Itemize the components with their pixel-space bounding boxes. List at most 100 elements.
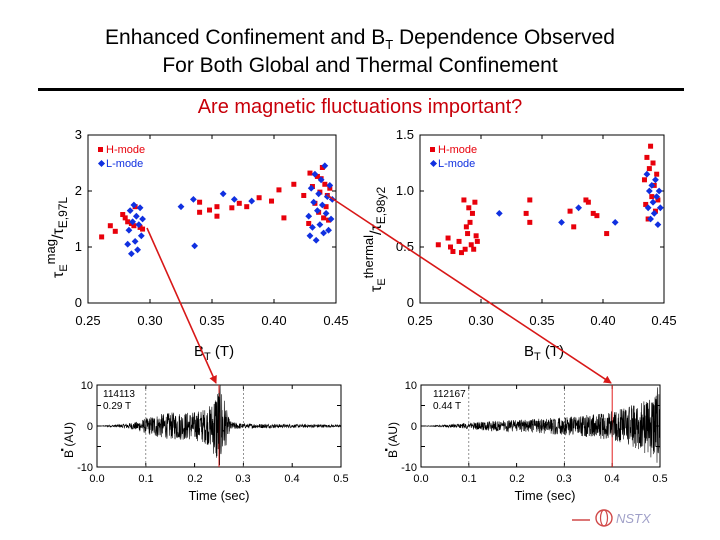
- data-point: [140, 226, 146, 232]
- data-point: [644, 204, 652, 212]
- data-point: [219, 190, 227, 198]
- bdot-signal-line: [421, 387, 661, 463]
- data-point: [214, 213, 220, 219]
- y-tick-label: -10: [77, 462, 93, 474]
- slide-subtitle: Are magnetic fluctuations important?: [197, 96, 523, 118]
- data-point: [306, 220, 312, 226]
- data-point: [99, 234, 105, 240]
- legend-label-hmode: H-mode: [106, 144, 145, 156]
- data-point: [604, 231, 610, 237]
- x-tick-label: 0.30: [468, 313, 493, 328]
- data-point: [122, 215, 128, 221]
- data-point: [643, 201, 649, 207]
- data-point: [326, 217, 332, 223]
- x-tick-label: 0.4: [604, 473, 619, 485]
- link-arrow-right: [326, 194, 612, 384]
- y-axis-label: τEmag/τE,97L: [43, 197, 70, 278]
- nstx-logo: NSTX: [572, 509, 652, 527]
- data-point: [458, 250, 464, 256]
- y-tick-labels: 10 0 -10: [77, 380, 93, 474]
- y-axis-label: B (AU): [62, 422, 76, 458]
- data-point: [307, 184, 315, 192]
- data-point: [655, 187, 663, 195]
- y-tick-labels: 0 0.5 1.0 1.5: [396, 127, 414, 310]
- data-point: [214, 204, 220, 210]
- legend-label-lmode: L-mode: [438, 158, 475, 170]
- data-point: [307, 170, 313, 176]
- logo-ring-icon: [595, 509, 613, 527]
- y-tick-label: 0: [75, 295, 82, 310]
- data-point: [474, 238, 480, 244]
- data-point: [314, 207, 321, 214]
- y-tick-label: 1.0: [396, 183, 414, 198]
- data-point: [465, 231, 471, 237]
- x-tick-label: 0.25: [407, 313, 432, 328]
- shot-field: 0.29 T: [103, 401, 131, 412]
- data-point: [177, 203, 185, 211]
- data-point: [269, 198, 275, 204]
- data-point: [125, 219, 131, 225]
- y-tick-label: 0: [407, 295, 414, 310]
- data-point: [590, 210, 596, 216]
- data-point: [523, 210, 529, 216]
- x-tick-labels: 0.0 0.1 0.2 0.3 0.4 0.5: [413, 473, 667, 485]
- data-point: [644, 154, 650, 160]
- title-divider: [38, 88, 684, 91]
- y-tick-label: 10: [81, 380, 93, 392]
- y-tick-label: 2: [75, 183, 82, 198]
- y-tick-label: 0: [87, 421, 93, 433]
- data-point: [139, 215, 146, 223]
- data-point: [575, 204, 582, 212]
- data-point: [472, 199, 478, 205]
- data-point: [323, 193, 331, 200]
- data-point: [585, 199, 591, 205]
- bdot-trace-114113: 0.0 0.1 0.2 0.3 0.4 0.5 10 0 -10 Time (s…: [60, 380, 349, 503]
- data-point: [130, 201, 138, 209]
- data-point: [567, 208, 573, 214]
- data-point: [317, 176, 325, 184]
- axis-ticks: [87, 134, 337, 304]
- data-point: [197, 209, 203, 215]
- series-lmode: [495, 170, 664, 228]
- data-point: [611, 218, 619, 226]
- data-point: [276, 187, 282, 193]
- data-point: [326, 182, 334, 189]
- x-tick-label: 0.3: [235, 473, 250, 485]
- x-tick-label: 0.5: [333, 473, 348, 485]
- data-point: [648, 143, 654, 149]
- series-hmode: [435, 143, 661, 256]
- data-point: [527, 219, 533, 225]
- data-point: [128, 250, 135, 258]
- data-point: [466, 205, 472, 211]
- y-tick-label: 1.5: [396, 127, 414, 142]
- data-point: [450, 248, 456, 254]
- x-tick-label: 0.2: [187, 473, 202, 485]
- data-point: [471, 246, 477, 252]
- data-point: [314, 173, 320, 179]
- x-tick-label: 0.1: [461, 473, 476, 485]
- x-tick-label: 0.35: [529, 313, 554, 328]
- shot-field: 0.44 T: [433, 401, 461, 412]
- data-point: [315, 190, 323, 198]
- thermal-confinement-scatter: 0.25 0.30 0.35 0.40 0.45 0 0.5 1.0 1.5 B…: [361, 127, 677, 363]
- legend-marker-hmode: [430, 147, 435, 152]
- shot-number: 114113: [103, 389, 135, 400]
- data-point: [558, 218, 565, 226]
- x-axis-label: Time (sec): [515, 488, 576, 503]
- data-point: [236, 200, 242, 206]
- data-point: [321, 162, 329, 170]
- data-point: [124, 240, 132, 248]
- data-point: [137, 232, 145, 240]
- data-point: [135, 221, 143, 228]
- data-point: [495, 210, 503, 217]
- x-tick-label: 0.0: [89, 473, 104, 485]
- data-point: [656, 204, 664, 212]
- x-tick-labels: 0.0 0.1 0.2 0.3 0.4 0.5: [89, 473, 348, 485]
- x-tick-label: 0.45: [651, 313, 676, 328]
- data-point: [325, 226, 332, 234]
- y-axis-label-dot: ·: [60, 442, 65, 459]
- x-tick-label: 0.0: [413, 473, 428, 485]
- data-point: [190, 196, 197, 203]
- x-tick-labels: 0.25 0.30 0.35 0.40 0.45: [407, 313, 676, 328]
